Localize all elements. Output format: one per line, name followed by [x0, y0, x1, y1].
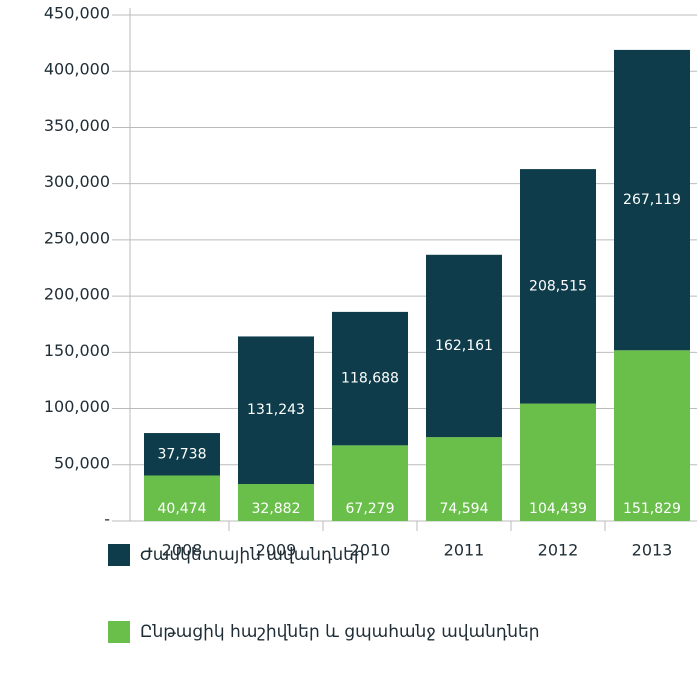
x-tick-label: 2008: [162, 541, 203, 560]
value-label: 131,243: [247, 402, 305, 418]
y-tick-label: 300,000: [44, 172, 110, 191]
y-tick-label: 400,000: [44, 60, 110, 79]
bar-segment: [426, 437, 502, 521]
legend-swatch: [108, 621, 130, 643]
value-label: 74,594: [440, 501, 489, 517]
bar-segment: [426, 254, 502, 438]
value-label: 37,738: [158, 446, 207, 462]
y-tick-label: 200,000: [44, 285, 110, 304]
y-tick-label: 350,000: [44, 116, 110, 135]
value-label: 118,688: [341, 371, 399, 387]
y-tick-label: 100,000: [44, 397, 110, 416]
bar-segment: [614, 350, 690, 521]
bar-segment: [520, 403, 596, 521]
bar-segment: [144, 475, 220, 521]
x-tick-label: 2011: [444, 541, 485, 560]
x-tick-label: 2013: [632, 541, 673, 560]
value-label: 267,119: [623, 192, 681, 208]
x-tick-label: 2009: [256, 541, 297, 560]
y-tick-label: 150,000: [44, 341, 110, 360]
x-tick-label: 2012: [538, 541, 579, 560]
bar-segment: [520, 169, 596, 404]
bar-segment: [614, 49, 690, 351]
value-label: 40,474: [158, 501, 207, 517]
y-tick-label: 250,000: [44, 228, 110, 247]
value-label: 67,279: [346, 501, 395, 517]
value-label: 151,829: [623, 501, 681, 517]
bar-segment: [332, 311, 408, 446]
x-tick-label: 2010: [350, 541, 391, 560]
value-label: 104,439: [529, 501, 587, 517]
bar-segment: [238, 336, 314, 485]
legend-swatch: [108, 544, 130, 566]
value-label: 162,161: [435, 338, 493, 354]
bar-segment: [332, 445, 408, 521]
value-label: 32,882: [252, 501, 301, 517]
y-tick-label: 50,000: [54, 453, 110, 472]
y-tick-label: 450,000: [44, 4, 110, 23]
bar-segment: [144, 433, 220, 476]
value-label: 208,515: [529, 278, 587, 294]
y-tick-label: -: [104, 510, 110, 529]
legend-label: Ընթացիկ հաշիվներ և ցպահանջ ավանդներ: [140, 622, 540, 642]
bar-segment: [238, 484, 314, 521]
legend-label: Ժամկետային ավանդներ: [140, 545, 365, 565]
